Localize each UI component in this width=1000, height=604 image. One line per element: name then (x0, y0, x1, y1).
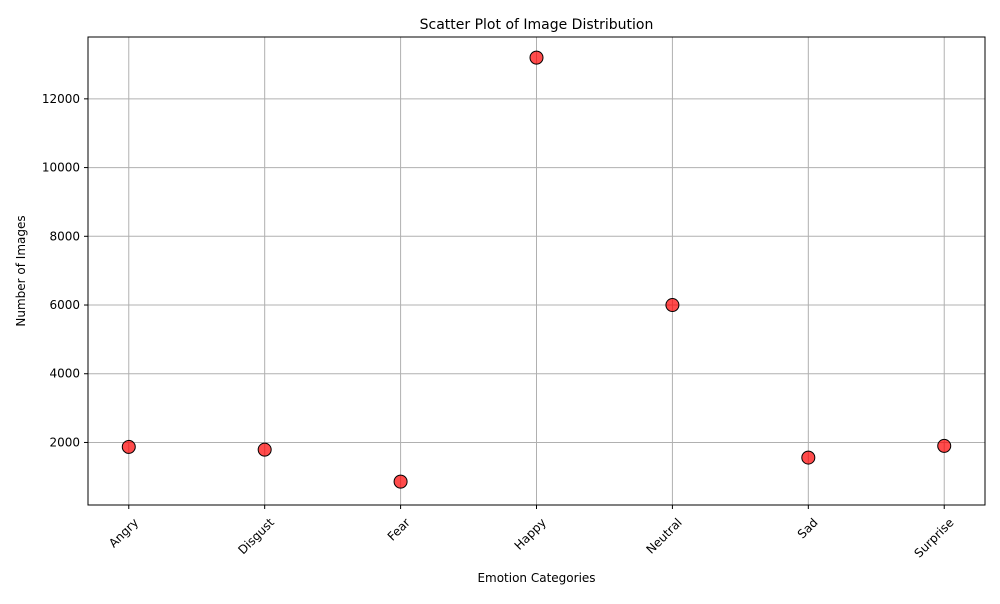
y-tick-label: 6000 (49, 298, 80, 312)
x-axis-label: Emotion Categories (477, 571, 595, 585)
x-tick-label: Neutral (644, 515, 685, 556)
data-point (529, 50, 544, 65)
x-tick-label: Surprise (912, 515, 957, 560)
chart-title: Scatter Plot of Image Distribution (420, 17, 654, 33)
data-point (665, 298, 680, 313)
data-point (121, 439, 136, 454)
data-point (257, 442, 272, 457)
y-tick-label: 12000 (42, 92, 80, 106)
y-tick-label: 2000 (49, 435, 80, 449)
y-tick-label: 4000 (49, 367, 80, 381)
x-tick-label: Angry (106, 515, 141, 550)
data-point (801, 450, 816, 465)
y-tick-label: 8000 (49, 229, 80, 243)
x-axis-ticks: Angry Disgust Fear Happy Neutral Sad Surprise (106, 505, 957, 560)
x-tick-label: Happy (512, 515, 549, 552)
y-tick-label: 10000 (42, 161, 80, 175)
grid-lines (88, 37, 985, 505)
x-tick-label: Disgust (235, 515, 277, 557)
data-point (937, 438, 952, 453)
x-tick-label: Fear (385, 515, 413, 543)
y-axis-ticks: 2000 4000 6000 8000 10000 12000 (42, 92, 88, 449)
data-points (121, 50, 952, 489)
data-point (393, 474, 408, 489)
x-tick-label: Sad (795, 515, 821, 541)
y-axis-label: Number of Images (14, 215, 28, 326)
